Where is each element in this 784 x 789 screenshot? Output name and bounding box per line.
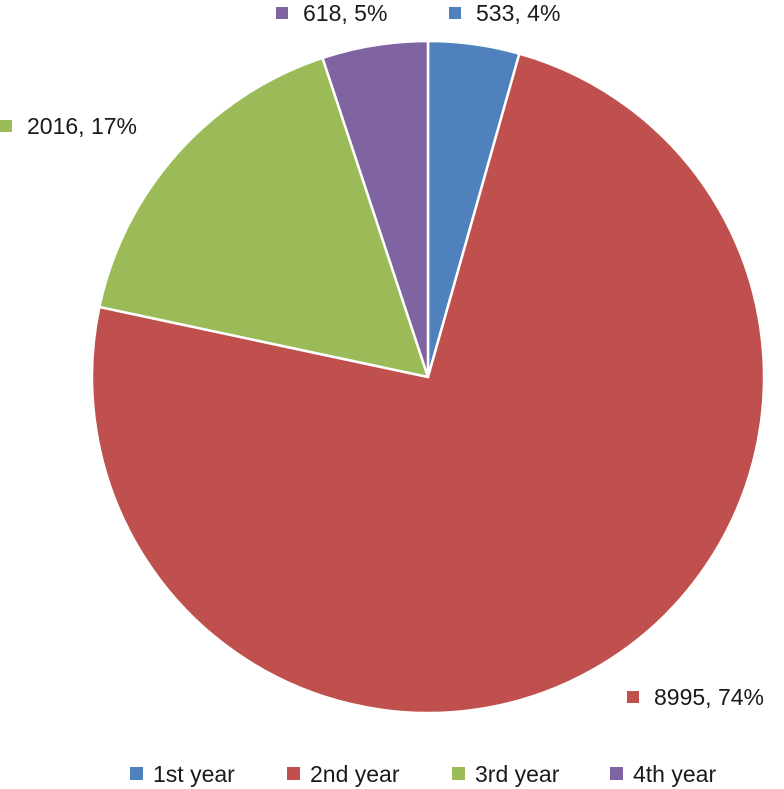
legend-entry-1st-year: 1st year [153, 761, 235, 787]
legend-marker-3rd-year [452, 767, 465, 780]
legend-entry-3rd-year: 3rd year [475, 761, 560, 787]
data-label-marker-3rd-year [0, 120, 12, 132]
legend-marker-2nd-year [287, 767, 300, 780]
data-label-1st-year: 533, 4% [476, 0, 560, 26]
data-label-marker-1st-year [449, 7, 461, 19]
data-label-marker-2nd-year [627, 691, 639, 703]
legend-entry-4th-year: 4th year [633, 761, 716, 787]
legend-marker-4th-year [610, 767, 623, 780]
pie-slice-4th-year [321, 39, 430, 379]
legend-marker-1st-year [130, 767, 143, 780]
data-label-4th-year: 618, 5% [303, 0, 387, 26]
data-label-marker-4th-year [276, 7, 288, 19]
pie-slices [90, 39, 766, 715]
data-label-2nd-year: 8995, 74% [654, 684, 764, 710]
pie-slice-2nd-year [90, 52, 766, 715]
legend-entry-2nd-year: 2nd year [310, 761, 400, 787]
pie-slice-3rd-year [98, 56, 430, 379]
data-label-3rd-year: 2016, 17% [27, 113, 137, 139]
data-labels: 533, 4% 8995, 74% 2016, 17% 618, 5% [0, 0, 764, 710]
legend: 1st year 2nd year 3rd year 4th year [130, 761, 716, 787]
